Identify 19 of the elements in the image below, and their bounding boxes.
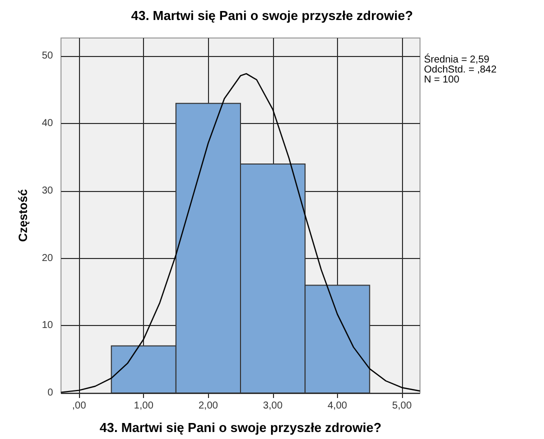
- chart-title: 43. Martwi się Pani o swoje przyszłe zdrowie?: [131, 8, 413, 23]
- x-tick-label: 2,00: [198, 400, 218, 412]
- x-tick-label: 3,00: [263, 400, 283, 412]
- x-tick-label: 1,00: [134, 400, 154, 412]
- x-axis-title: 43. Martwi się Pani o swoje przyszłe zdrowie?: [100, 420, 382, 435]
- y-tick-label: 50: [42, 50, 54, 62]
- x-tick-label: 5,00: [392, 400, 412, 412]
- text: Średnia = 2,59: [424, 54, 490, 66]
- y-tick-label: 20: [42, 252, 54, 264]
- text: OdchStd. = ,842: [424, 64, 497, 76]
- y-tick-label: 10: [42, 320, 54, 332]
- y-tick-label: 30: [42, 185, 54, 196]
- x-tick-label: ,00: [72, 400, 86, 412]
- line-series: [60, 73, 421, 393]
- y-tick-label: 0: [47, 388, 54, 398]
- text: N = 100: [424, 74, 460, 86]
- x-tick-label: 4,00: [328, 400, 348, 412]
- y-tick-label: 40: [42, 118, 54, 130]
- y-axis-title: Częstość: [16, 188, 30, 242]
